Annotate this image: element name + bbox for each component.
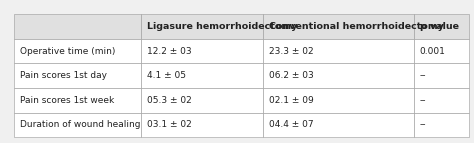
Bar bbox=[263, 63, 414, 88]
Text: --: -- bbox=[420, 121, 427, 129]
Text: 05.3 ± 02: 05.3 ± 02 bbox=[147, 96, 191, 105]
Text: Pain scores 1st week: Pain scores 1st week bbox=[20, 96, 114, 105]
Bar bbox=[414, 14, 469, 39]
Text: 03.1 ± 02: 03.1 ± 02 bbox=[147, 121, 191, 129]
Text: 23.3 ± 02: 23.3 ± 02 bbox=[269, 47, 314, 56]
Text: Operative time (min): Operative time (min) bbox=[20, 47, 115, 56]
Text: 02.1 ± 09: 02.1 ± 09 bbox=[269, 96, 314, 105]
Bar bbox=[263, 113, 414, 137]
Bar bbox=[263, 88, 414, 113]
Text: 0.001: 0.001 bbox=[420, 47, 446, 56]
Bar bbox=[141, 39, 263, 63]
Text: Pain scores 1st day: Pain scores 1st day bbox=[20, 71, 107, 80]
Bar bbox=[141, 88, 263, 113]
Text: 12.2 ± 03: 12.2 ± 03 bbox=[147, 47, 191, 56]
Text: Ligasure hemorrhoidectomy: Ligasure hemorrhoidectomy bbox=[147, 22, 297, 31]
Text: Conventional hemorrhoidectomy: Conventional hemorrhoidectomy bbox=[269, 22, 444, 31]
Bar bbox=[141, 14, 263, 39]
Text: --: -- bbox=[420, 71, 427, 80]
Bar bbox=[414, 113, 469, 137]
Bar bbox=[414, 88, 469, 113]
Bar bbox=[14, 63, 141, 88]
Bar bbox=[14, 88, 141, 113]
Bar bbox=[414, 39, 469, 63]
Text: p value: p value bbox=[420, 22, 459, 31]
Text: Duration of wound healing: Duration of wound healing bbox=[20, 121, 140, 129]
Text: 06.2 ± 03: 06.2 ± 03 bbox=[269, 71, 314, 80]
Bar bbox=[14, 39, 141, 63]
Text: 04.4 ± 07: 04.4 ± 07 bbox=[269, 121, 314, 129]
Bar bbox=[263, 39, 414, 63]
Bar bbox=[141, 63, 263, 88]
Bar bbox=[263, 14, 414, 39]
Text: --: -- bbox=[420, 96, 427, 105]
Text: 4.1 ± 05: 4.1 ± 05 bbox=[147, 71, 186, 80]
Bar bbox=[14, 113, 141, 137]
Bar bbox=[141, 113, 263, 137]
Bar bbox=[14, 14, 141, 39]
Bar bbox=[414, 63, 469, 88]
